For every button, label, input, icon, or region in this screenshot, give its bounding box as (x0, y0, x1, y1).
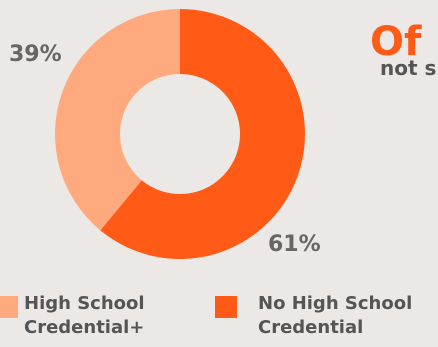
chart-subtitle: not s (380, 56, 437, 80)
chart-title: Of (370, 19, 422, 65)
legend-label-line: Credential (258, 317, 364, 338)
legend-label-line: High School (24, 293, 145, 314)
legend-label-line: Credential+ (24, 317, 145, 338)
donut-slice-high-school-credential-plus (55, 9, 180, 231)
legend-label-no-high-school-credential: No High School Credential (258, 292, 438, 340)
legend-label-high-school-credential-plus: High School Credential+ (24, 292, 224, 340)
donut-slice-no-high-school-credential (100, 9, 306, 259)
legend-swatch-no-high-school-credential (215, 296, 237, 318)
data-label-no-high-school-credential: 61% (268, 232, 321, 257)
legend-swatch-high-school-credential-plus (0, 296, 18, 318)
legend-label-line: No High School (258, 293, 413, 314)
data-label-high-school-credential-plus: 39% (9, 42, 62, 67)
